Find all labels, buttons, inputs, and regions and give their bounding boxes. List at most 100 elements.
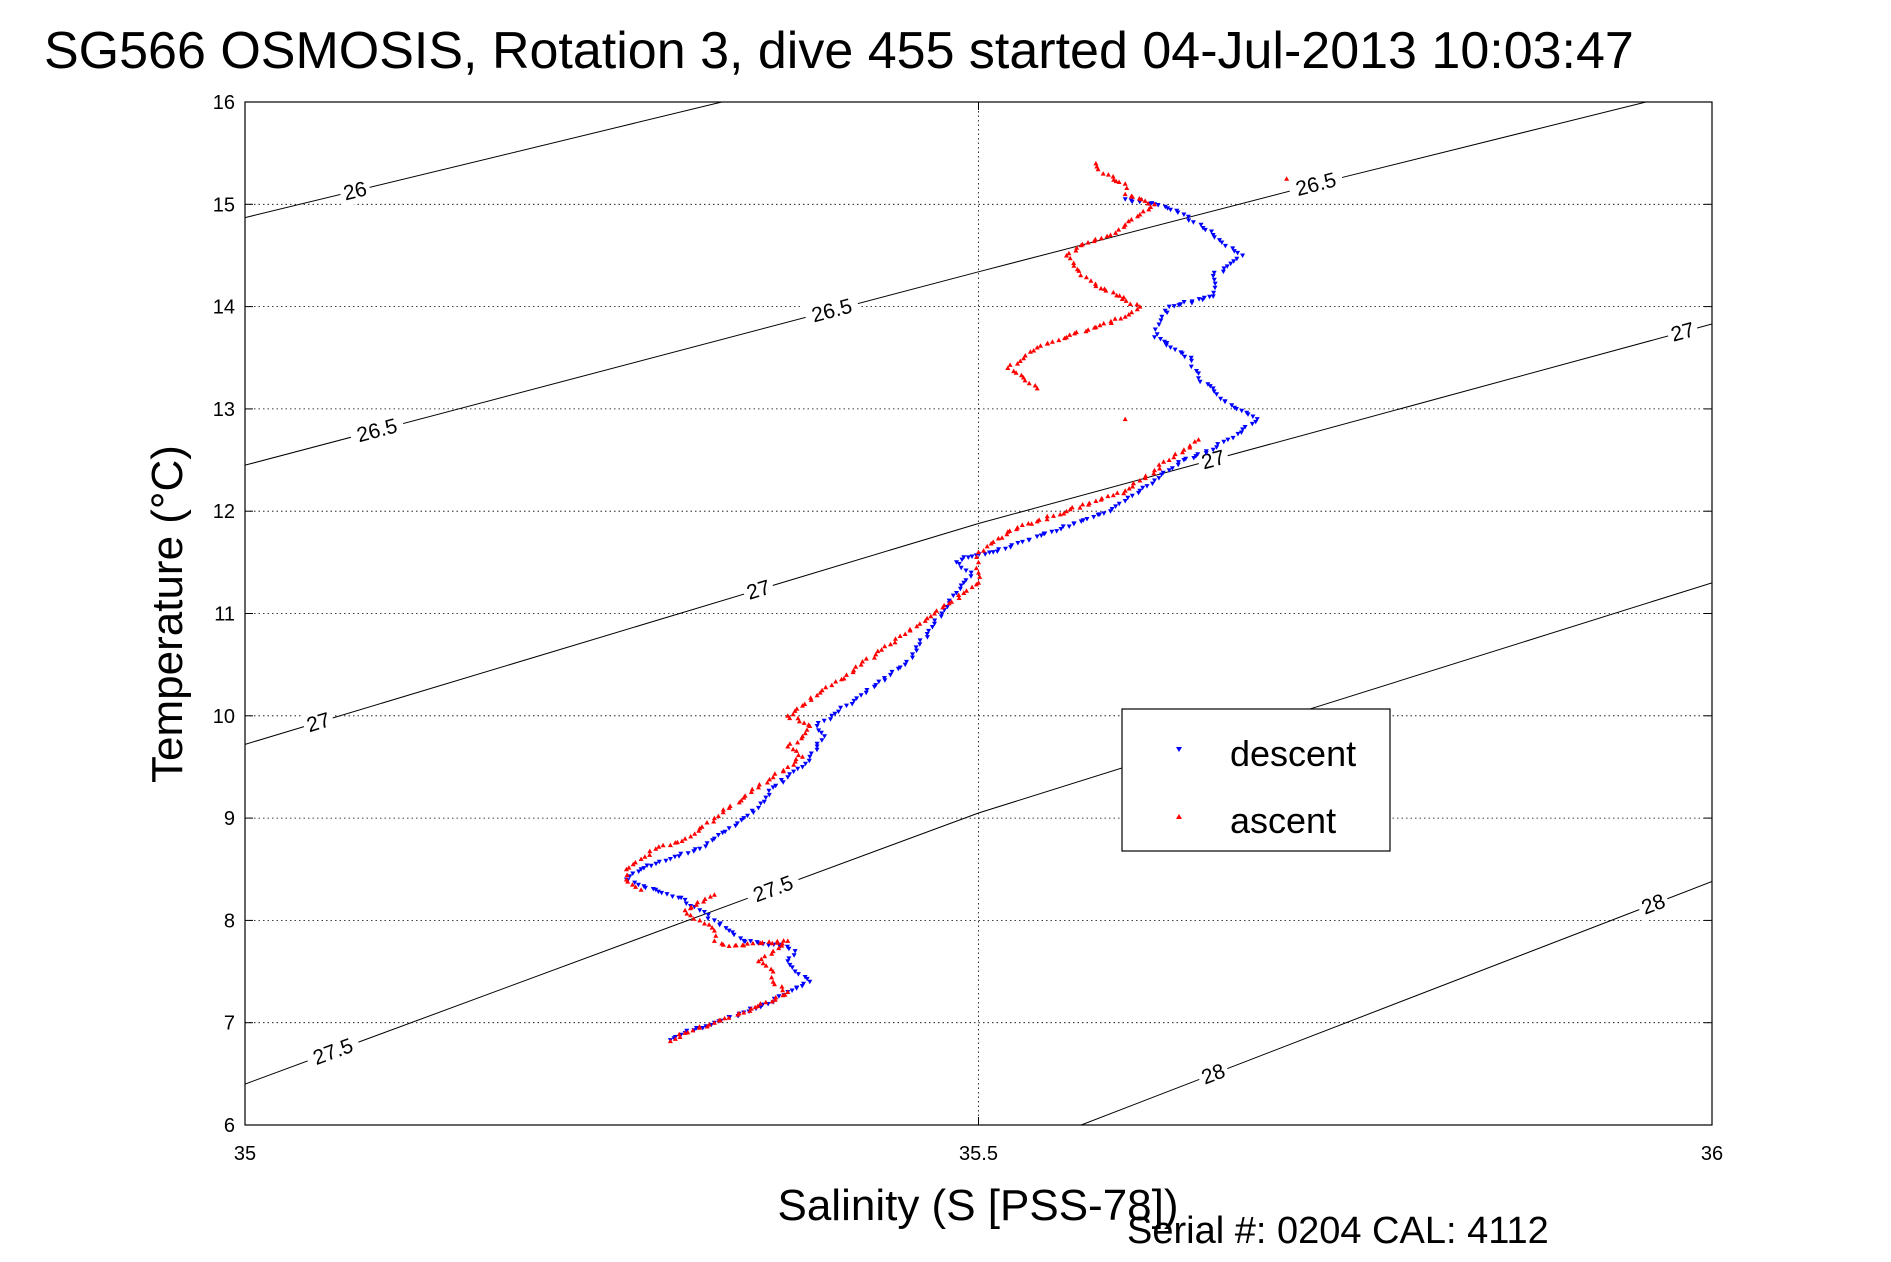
descent-point xyxy=(1163,343,1169,348)
descent-point xyxy=(1182,354,1188,360)
descent-point xyxy=(667,857,673,862)
ascent-point xyxy=(1152,201,1157,207)
ascent-point xyxy=(833,679,839,684)
descent-point xyxy=(822,734,827,739)
ascent-point xyxy=(1143,473,1149,478)
descent-point xyxy=(766,788,772,794)
ascent-point xyxy=(928,613,934,619)
ascent-point xyxy=(1122,416,1128,422)
chart-title: SG566 OSMOSIS, Rotation 3, dive 455 star… xyxy=(44,22,1634,80)
ascent-point xyxy=(1044,516,1050,522)
contour-label-bg xyxy=(740,573,777,607)
ascent-point xyxy=(796,752,801,758)
ascent-point xyxy=(1112,316,1118,321)
ascent-point xyxy=(726,943,732,948)
contour-label-bg xyxy=(1664,315,1701,349)
ascent-point xyxy=(1015,361,1020,366)
ascent-point xyxy=(1123,298,1129,303)
ascent-point xyxy=(720,807,726,812)
descent-point xyxy=(644,863,650,868)
descent-point xyxy=(632,880,638,886)
ascent-point xyxy=(1126,218,1131,224)
descent-point xyxy=(1154,332,1160,337)
ascent-point xyxy=(672,1036,678,1041)
ascent-point xyxy=(1094,164,1100,169)
descent-point xyxy=(1109,507,1115,512)
ascent-point xyxy=(632,859,638,865)
ascent-point xyxy=(1093,160,1099,166)
ascent-point xyxy=(977,574,983,579)
ascent-point xyxy=(769,951,775,956)
ascent-point xyxy=(1108,318,1114,324)
ascent-point xyxy=(1128,217,1134,222)
ascent-point xyxy=(1019,372,1024,378)
ascent-point xyxy=(1092,236,1098,242)
descent-point xyxy=(1166,468,1172,473)
descent-point xyxy=(1162,204,1168,210)
ascent-point xyxy=(642,854,648,859)
descent-point xyxy=(1091,515,1097,520)
ascent-point xyxy=(653,846,659,851)
ascent-point xyxy=(756,958,761,964)
ascent-point xyxy=(934,608,939,613)
ascent-point xyxy=(800,733,805,739)
ascent-point xyxy=(924,615,930,621)
ascent-point xyxy=(1005,365,1011,370)
descent-point xyxy=(888,672,893,678)
ascent-point xyxy=(819,687,825,693)
ascent-point xyxy=(772,771,778,776)
descent-point xyxy=(801,981,806,987)
ascent-point xyxy=(1074,245,1080,250)
ascent-point xyxy=(647,848,653,854)
ascent-point xyxy=(787,741,793,746)
contour-label-bg xyxy=(1194,1056,1232,1092)
grid-lines xyxy=(245,102,1712,1125)
ascent-point xyxy=(757,940,763,946)
descent-point xyxy=(676,854,682,859)
ascent-point xyxy=(814,692,820,698)
ascent-point xyxy=(623,877,629,882)
ascent-point xyxy=(1026,380,1032,386)
descent-point xyxy=(659,890,665,896)
descent-point xyxy=(749,808,755,814)
descent-point xyxy=(1188,364,1194,370)
ascent-point xyxy=(706,922,712,927)
descent-point xyxy=(1224,264,1230,269)
ascent-point xyxy=(1022,377,1028,383)
ascent-point xyxy=(688,833,694,839)
descent-point xyxy=(1125,495,1131,501)
ascent-point xyxy=(1095,166,1101,172)
descent-point xyxy=(1228,261,1234,267)
ascent-point xyxy=(793,756,799,762)
ascent-point xyxy=(763,999,769,1005)
descent-point xyxy=(1221,439,1227,445)
ascent-point xyxy=(1187,443,1193,448)
ascent-point xyxy=(697,917,703,923)
descent-point xyxy=(1229,403,1235,408)
ascent-point xyxy=(1038,343,1043,348)
ascent-point xyxy=(720,809,726,815)
descent-point xyxy=(1234,256,1240,262)
descent-point xyxy=(1232,405,1237,411)
descent-point xyxy=(910,652,915,657)
descent-point xyxy=(1211,270,1217,276)
ascent-point xyxy=(984,543,990,549)
descent-point xyxy=(958,583,964,588)
ascent-point xyxy=(1126,312,1132,317)
ascent-point xyxy=(806,722,812,727)
ascent-point xyxy=(748,1006,754,1011)
ascent-point xyxy=(713,933,719,938)
ascent-point xyxy=(1171,454,1177,460)
density-contour-line xyxy=(245,582,1712,1085)
ascent-point xyxy=(804,727,810,732)
ascent-point xyxy=(973,565,979,571)
ascent-point xyxy=(882,643,888,649)
ascent-point xyxy=(873,651,879,657)
descent-point xyxy=(816,728,822,733)
descent-point xyxy=(1116,501,1122,507)
descent-point xyxy=(996,547,1002,552)
descent-point xyxy=(1101,511,1107,516)
ascent-point xyxy=(726,1015,732,1020)
descent-point xyxy=(1015,541,1021,546)
descent-point xyxy=(1209,229,1214,234)
